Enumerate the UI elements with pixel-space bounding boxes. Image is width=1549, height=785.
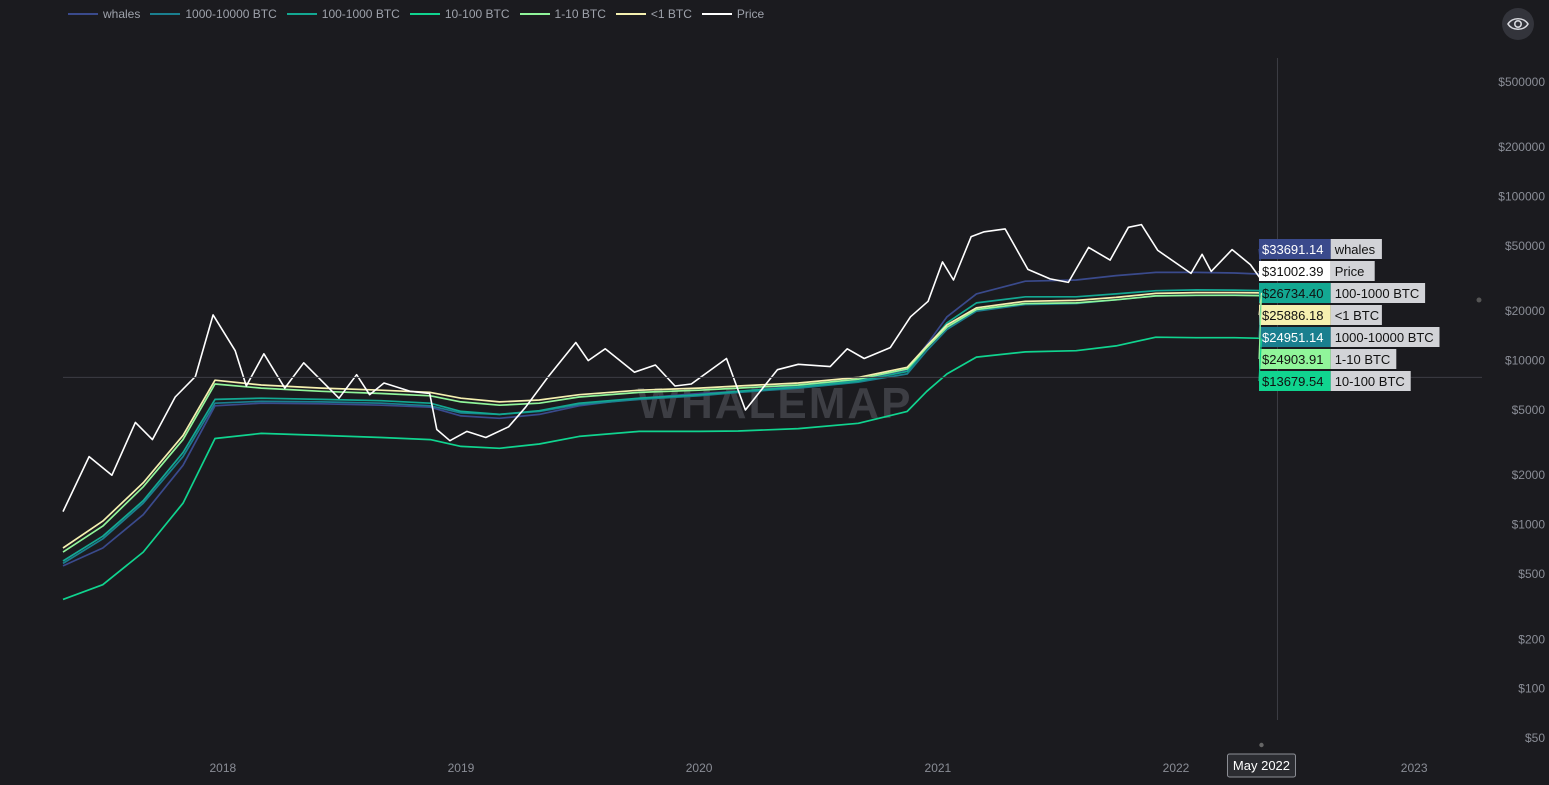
last-value-label: $24951.14 [1262, 330, 1323, 345]
eye-toggle-button[interactable] [1502, 8, 1534, 40]
crosshair-marker [1259, 742, 1264, 748]
watermark: WHALEMAP [637, 379, 912, 428]
series-name-box [1330, 371, 1411, 391]
series-line-10-100-btc [62, 336, 1262, 601]
series-name-box [1330, 239, 1382, 259]
legend-item[interactable]: Price [701, 7, 765, 21]
legend-item[interactable]: whales [68, 7, 140, 21]
series-line-1000-10000-btc [62, 294, 1262, 565]
legend-item[interactable]: 1000-10000 BTC [150, 7, 277, 21]
legend-swatch [286, 13, 317, 15]
legend-swatch [615, 13, 646, 15]
y-tick-label: $50000 [1505, 239, 1545, 253]
x-tick-label: 2021 [925, 761, 952, 775]
series-line-100-1000-btc [62, 289, 1262, 562]
y-tick-label: $500 [1518, 567, 1545, 581]
scroll-dot [1476, 297, 1482, 303]
crosshair-date-label: May 2022 [1233, 758, 1290, 773]
last-value-box [1259, 305, 1331, 325]
series-name-label: 1-10 BTC [1335, 352, 1391, 367]
legend-item[interactable]: 10-100 BTC [409, 7, 510, 21]
y-tick-label: $5000 [1512, 403, 1546, 417]
last-value-box [1259, 327, 1331, 347]
y-tick-label: $20000 [1505, 304, 1545, 318]
series-name-box [1330, 349, 1397, 369]
series-name-box [1330, 261, 1375, 281]
legend-label: whales [103, 7, 141, 21]
series-line-whales [62, 271, 1262, 567]
last-value-box [1259, 283, 1331, 303]
last-value-label: $24903.91 [1262, 352, 1323, 367]
y-tick-label: $500000 [1498, 75, 1545, 89]
legend-label: 1-10 BTC [554, 7, 606, 21]
series-name-label: 100-1000 BTC [1335, 286, 1420, 301]
x-tick-label: 2022 [1163, 761, 1190, 775]
legend-swatch [409, 13, 440, 15]
x-tick-label: 2019 [448, 761, 475, 775]
last-value-label: $33691.14 [1262, 242, 1323, 257]
series-name-box [1330, 327, 1440, 347]
y-tick-label: $200000 [1498, 140, 1545, 154]
legend-label: <1 BTC [650, 7, 692, 21]
series-name-label: whales [1334, 242, 1376, 257]
last-value-label: $26734.40 [1262, 286, 1323, 301]
y-tick-label: $50 [1525, 731, 1545, 745]
eye-icon [1507, 17, 1529, 31]
series-line-price [62, 223, 1263, 512]
last-value-label: $31002.39 [1262, 264, 1323, 279]
y-tick-label: $100000 [1498, 190, 1545, 204]
y-tick-label: $10000 [1505, 354, 1545, 368]
series-name-label: 1000-10000 BTC [1335, 330, 1434, 345]
legend-item[interactable]: 1-10 BTC [519, 7, 606, 21]
legend-label: Price [736, 7, 765, 21]
series-name-box [1330, 305, 1382, 325]
last-value-box [1259, 349, 1331, 369]
legend-item[interactable]: 100-1000 BTC [286, 7, 400, 21]
series-name-box [1330, 283, 1426, 303]
legend-label: 100-1000 BTC [321, 7, 400, 21]
legend-label: 10-100 BTC [444, 7, 510, 21]
legend-item[interactable]: <1 BTC [615, 7, 692, 21]
series-name-label: <1 BTC [1335, 308, 1379, 323]
series-line-1-10-btc [62, 294, 1262, 553]
x-tick-label: 2018 [209, 761, 236, 775]
legend-swatch [701, 13, 732, 15]
y-tick-label: $2000 [1512, 468, 1546, 482]
legend-label: 1000-10000 BTC [185, 7, 277, 21]
last-value-box [1259, 239, 1331, 259]
last-value-label: $13679.54 [1262, 374, 1323, 389]
legend-swatch [68, 13, 98, 15]
y-tick-label: $1000 [1512, 518, 1546, 532]
last-value-label: $25886.18 [1262, 308, 1323, 323]
legend: whales 1000-10000 BTC 100-1000 BTC 10-100 B… [68, 7, 774, 21]
x-tick-label: 2020 [686, 761, 713, 775]
last-value-box [1259, 261, 1331, 281]
series-name-label: 10-100 BTC [1335, 374, 1405, 389]
series-name-label: Price [1335, 264, 1365, 279]
y-tick-label: $100 [1518, 682, 1545, 696]
legend-swatch [519, 13, 550, 15]
last-value-box [1259, 371, 1331, 391]
legend-swatch [150, 13, 181, 15]
x-tick-label: 2023 [1401, 761, 1428, 775]
tag-connector [1258, 295, 1263, 360]
y-tick-label: $200 [1518, 632, 1545, 646]
crosshair-date-box [1226, 753, 1296, 778]
